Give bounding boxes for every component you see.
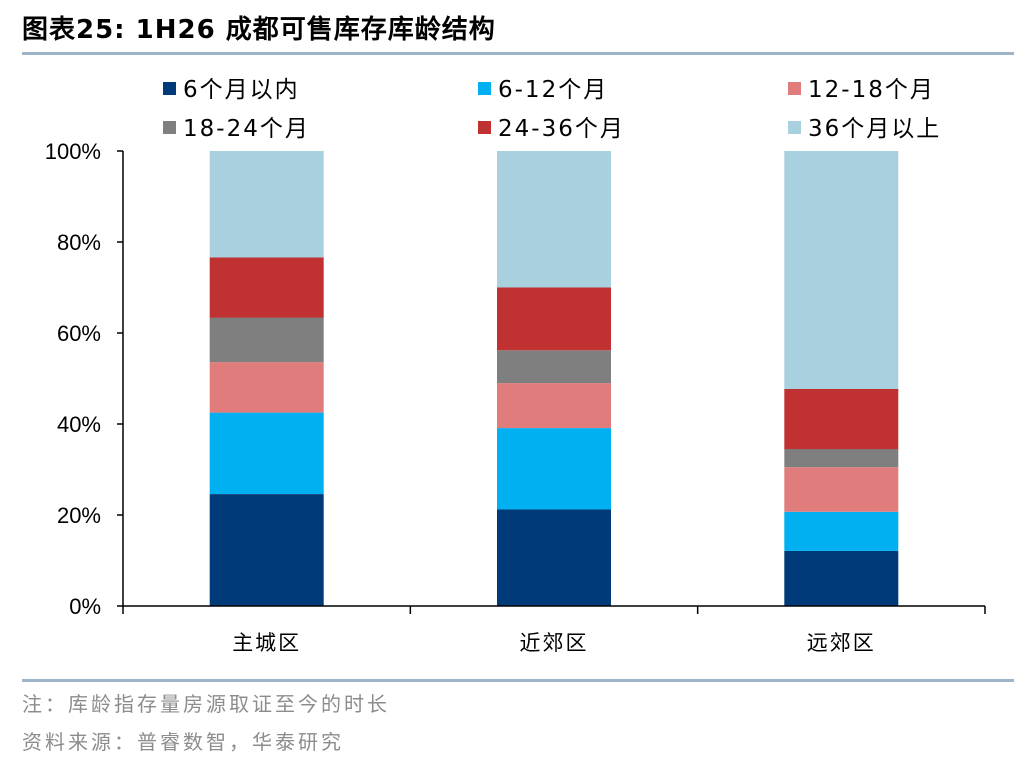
bar-segment xyxy=(209,257,324,318)
y-tick-label: 80% xyxy=(57,230,101,255)
legend-label: 6-12个月 xyxy=(498,77,608,103)
bar-segment xyxy=(209,412,324,494)
top-divider xyxy=(22,52,1014,55)
legend-label: 24-36个月 xyxy=(498,116,625,142)
stacked-bar-chart: 主城区 近郊区 远郊区 0% 20% 40% 60% 80% 100% 6个月以内 6-12个月 12… xyxy=(45,77,986,655)
y-tick-label: 100% xyxy=(45,139,101,164)
bar-segment xyxy=(209,362,324,413)
legend-label: 36个月以上 xyxy=(808,116,941,142)
bar-segment xyxy=(209,494,324,606)
y-tick-label: 40% xyxy=(57,412,101,437)
legend-swatch xyxy=(788,121,801,134)
bar-segment xyxy=(784,511,899,551)
bar-segment xyxy=(784,389,899,450)
bar-segment xyxy=(784,449,899,468)
x-tick-label: 远郊区 xyxy=(807,631,876,655)
legend-swatch xyxy=(163,82,176,95)
bar-segment xyxy=(497,350,611,384)
legend-label: 12-18个月 xyxy=(808,77,935,103)
bar-segment xyxy=(209,317,324,363)
legend-label: 18-24个月 xyxy=(183,116,310,142)
bar-segment xyxy=(497,509,611,606)
x-tick-label: 近郊区 xyxy=(520,631,589,655)
chart-title: 图表25: 1H26 成都可售库存库龄结构 xyxy=(22,15,496,45)
footnote: 注：库龄指存量房源取证至今的时长 xyxy=(22,692,390,716)
y-tick-label: 60% xyxy=(57,321,101,346)
bar-segment xyxy=(497,151,611,288)
y-tick-label: 0% xyxy=(69,594,101,619)
legend-label: 6个月以内 xyxy=(183,77,300,103)
source-note: 资料来源：普睿数智，华泰研究 xyxy=(22,730,344,754)
legend-swatch xyxy=(478,82,491,95)
bar-segment xyxy=(784,550,899,606)
bar-segment xyxy=(497,383,611,429)
bar-segment xyxy=(784,151,899,389)
legend-swatch xyxy=(788,82,801,95)
legend-swatch xyxy=(478,121,491,134)
legend-swatch xyxy=(163,121,176,134)
bottom-divider xyxy=(22,679,1014,682)
bar-segment xyxy=(497,428,611,510)
y-tick-label: 20% xyxy=(57,503,101,528)
x-tick-label: 主城区 xyxy=(232,631,301,655)
bar-segment xyxy=(784,467,899,512)
bar-segment xyxy=(497,287,611,351)
bar-segment xyxy=(209,151,324,258)
